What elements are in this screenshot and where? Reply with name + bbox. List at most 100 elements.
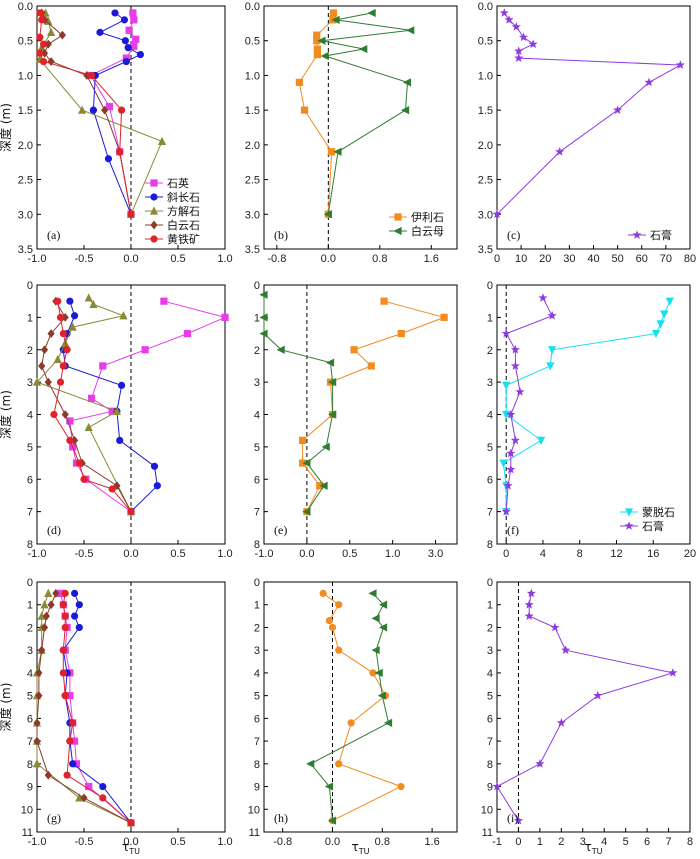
y-tick-label: 6 bbox=[487, 713, 493, 725]
data-point bbox=[378, 600, 388, 609]
plot-frame bbox=[496, 581, 691, 833]
data-point bbox=[40, 600, 49, 609]
series-illite bbox=[295, 9, 338, 218]
series-line bbox=[39, 12, 163, 215]
y-tick-label: 3.5 bbox=[478, 244, 493, 256]
data-point bbox=[99, 362, 107, 370]
data-point bbox=[440, 313, 448, 321]
legend-label: 斜长石 bbox=[167, 191, 200, 204]
legend-label: 伊利石 bbox=[411, 211, 444, 224]
data-point bbox=[501, 328, 511, 338]
series-line bbox=[36, 593, 132, 824]
series-muscovite bbox=[317, 8, 415, 219]
x-tick-label: 1 bbox=[537, 836, 543, 848]
data-point bbox=[510, 344, 520, 354]
y-axis-title: 深度 (m) bbox=[0, 103, 13, 152]
panel-e: -1.0 0.0 0.5 1.0 3.0 0 1 2 3 4 5 6 7 8 (e) bbox=[254, 280, 458, 560]
series-dolomite bbox=[33, 588, 135, 828]
data-point bbox=[561, 645, 571, 655]
x-tick-label: 0.8 bbox=[375, 836, 390, 848]
series-line bbox=[62, 593, 132, 824]
x-tick-label: 0.5 bbox=[342, 548, 357, 560]
data-point bbox=[368, 589, 377, 598]
data-point bbox=[40, 345, 49, 355]
data-point bbox=[61, 589, 69, 597]
y-tick-label: 2 bbox=[254, 622, 260, 634]
series-dolomite bbox=[38, 296, 135, 517]
data-point bbox=[524, 599, 534, 609]
data-point bbox=[510, 361, 520, 370]
data-point bbox=[132, 35, 140, 43]
x-tick-label: 10 bbox=[515, 253, 527, 265]
data-point bbox=[327, 816, 337, 825]
data-point bbox=[75, 459, 83, 467]
y-tick-label: 7 bbox=[487, 736, 493, 748]
data-point bbox=[302, 507, 311, 516]
x-tick-label: -1.0 bbox=[28, 253, 47, 265]
data-point bbox=[130, 16, 138, 24]
x-tick-label: 5 bbox=[623, 836, 629, 848]
series-line bbox=[302, 300, 446, 512]
y-tick-label: 4 bbox=[27, 410, 33, 422]
data-point bbox=[313, 37, 321, 45]
data-point bbox=[44, 16, 53, 25]
data-point bbox=[127, 210, 135, 218]
x-tick-label: 2 bbox=[558, 836, 564, 848]
data-point bbox=[39, 40, 48, 48]
data-point bbox=[36, 33, 44, 41]
data-point bbox=[328, 623, 337, 632]
x-tick-label: 1.6 bbox=[424, 836, 439, 848]
panel-label: (e) bbox=[274, 523, 287, 537]
data-point bbox=[56, 313, 65, 321]
x-axis-title: τTU bbox=[585, 840, 603, 856]
data-point bbox=[141, 346, 149, 354]
data-point bbox=[319, 589, 327, 597]
y-tick-label: 0.0 bbox=[478, 1, 493, 13]
data-point bbox=[120, 16, 129, 24]
series-line bbox=[39, 12, 132, 215]
data-point bbox=[613, 105, 623, 115]
y-tick-label: 4 bbox=[487, 668, 493, 680]
data-point bbox=[329, 9, 338, 17]
y-tick-label: 9 bbox=[254, 782, 260, 794]
data-point bbox=[378, 623, 388, 632]
x-tick-label: 1.0 bbox=[217, 253, 232, 265]
y-tick-label: 0 bbox=[254, 280, 260, 292]
data-point bbox=[58, 30, 66, 40]
data-point bbox=[317, 36, 326, 45]
panel-label: (b) bbox=[274, 228, 288, 242]
y-tick-label: 6 bbox=[27, 713, 33, 725]
data-point bbox=[119, 311, 128, 320]
data-point bbox=[129, 9, 137, 17]
data-point bbox=[506, 448, 516, 458]
legend-marker bbox=[150, 179, 158, 187]
series-line bbox=[62, 301, 158, 512]
y-tick-label: 0 bbox=[27, 280, 33, 292]
data-point bbox=[44, 770, 52, 780]
data-point bbox=[501, 506, 511, 516]
y-tick-label: 3.0 bbox=[18, 209, 33, 221]
data-point bbox=[47, 27, 56, 36]
data-point bbox=[66, 737, 74, 745]
x-tick-label: 8 bbox=[577, 548, 583, 560]
legend-label: 石英 bbox=[167, 176, 189, 190]
data-point bbox=[71, 312, 79, 320]
data-point bbox=[38, 645, 46, 655]
series-gypsum bbox=[501, 293, 557, 516]
panel-d: -1.0 -0.5 0.0 0.5 1.0 0 1 2 3 4 5 6 7 8 (d) bbox=[27, 280, 233, 560]
data-point bbox=[555, 147, 565, 156]
data-point bbox=[157, 136, 167, 145]
data-point bbox=[321, 442, 330, 451]
x-tick-label: 6 bbox=[644, 836, 650, 848]
x-tick-label: 0.0 bbox=[321, 253, 336, 265]
data-point bbox=[124, 44, 132, 52]
data-point bbox=[518, 32, 529, 42]
y-tick-label: 0.0 bbox=[18, 1, 33, 13]
series-pyrite bbox=[36, 9, 135, 218]
x-tick-label: -0.5 bbox=[75, 253, 94, 265]
y-tick-label: 7 bbox=[254, 507, 260, 519]
data-point bbox=[367, 362, 375, 370]
data-point bbox=[323, 210, 332, 219]
data-point bbox=[325, 358, 335, 367]
data-point bbox=[665, 297, 674, 306]
